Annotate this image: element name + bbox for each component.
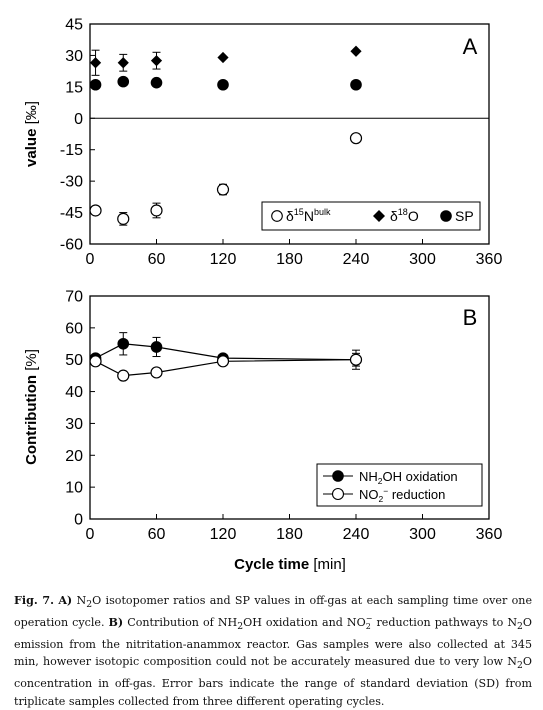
panel-a-x-tick-label: 240	[343, 251, 370, 268]
panel-a-x-tick-label: 360	[476, 251, 503, 268]
panel-a-x-tick-label: 120	[210, 251, 237, 268]
data-point-sp	[117, 75, 130, 88]
legend-label-d18o: δ18O	[390, 207, 419, 224]
caption-subscript: 2	[86, 599, 93, 611]
caption-part-a-text-2: O isotopomer ratios and SP values in off…	[14, 594, 533, 629]
panel-b-x-tick-label: 60	[148, 526, 166, 543]
legend-label-no2-reduction: NO2− reduction	[359, 486, 445, 504]
caption-subscript: 2	[517, 660, 523, 672]
caption-part-b-label: B)	[108, 615, 124, 629]
data-point-15nbulk	[150, 204, 163, 217]
caption-part-b-text-3: reduction pathways to N	[376, 615, 518, 629]
caption-part-b-text-1: Contribution of NH	[127, 615, 238, 629]
data-point-no2-reduction	[349, 353, 363, 366]
data-point-18o	[150, 55, 163, 67]
data-point-18o	[350, 45, 362, 57]
panel-a-x-axis: 0 60 120 180 240 300 360	[86, 239, 503, 268]
legend-label-sp: SP	[455, 208, 474, 224]
caption-no2-script: −2	[365, 613, 373, 631]
legend-marker-filled-circle	[332, 470, 344, 482]
data-point-nh2oh-oxidation	[150, 341, 163, 353]
data-point-sp	[150, 76, 163, 89]
panel-b-y-tick-label: 60	[65, 320, 83, 337]
panel-b-x-label: Cycle time [min]	[234, 556, 346, 573]
data-point-sp	[217, 78, 229, 91]
panel-b-y-tick-label: 20	[65, 448, 83, 465]
panel-a-x-tick-label: 300	[409, 251, 436, 268]
data-point-nh2oh-oxidation	[117, 337, 130, 350]
panel-b-x-tick-label: 300	[409, 526, 436, 543]
panel-a-chart: 45 30 15 0 -15 -30 -45 -60 0 60 120 180 240 300 360 A…	[23, 17, 502, 269]
caption-part-b-text-4: O emission from the nitritation-anammox …	[14, 615, 533, 669]
panel-b-x-tick-label: 180	[276, 526, 303, 543]
data-point-15nbulk	[216, 183, 230, 196]
panel-a-y-tick-label: -15	[60, 142, 83, 159]
panel-b-y-tick-label: 50	[65, 352, 83, 369]
panel-b-x-tick-label: 0	[86, 526, 95, 543]
panel-b-y-tick-label: 30	[65, 416, 83, 433]
legend-marker-diamond	[373, 210, 385, 222]
figure-caption: Fig. 7. A) N2O isotopomer ratios and SP …	[14, 592, 532, 710]
data-point-sp	[89, 78, 102, 91]
panel-b-x-tick-label: 120	[210, 526, 237, 543]
panel-a-y-tick-label: 15	[65, 79, 83, 96]
panel-b-y-tick-label: 0	[74, 512, 83, 529]
panel-b-letter: B	[463, 305, 478, 330]
caption-part-a-text-1: N	[76, 594, 87, 607]
data-point-18o	[89, 57, 102, 69]
data-point-no2-reduction	[117, 369, 130, 382]
panel-b-y-axis: 70 60 50 40 30 20 10 0	[65, 289, 95, 529]
legend-marker-filled-circle	[440, 210, 452, 222]
caption-subscript: 2	[517, 621, 523, 633]
panel-a-y-axis: 45 30 15 0 -15 -30 -45 -60	[60, 17, 95, 254]
legend-marker-open-circle	[271, 210, 283, 222]
data-point-no2-reduction	[89, 355, 102, 368]
panel-b-marks	[89, 332, 363, 382]
panel-a-x-tick-label: 60	[148, 251, 166, 268]
caption-figure-label: Fig. 7.	[14, 594, 54, 607]
data-point-15nbulk	[349, 132, 363, 145]
data-point-18o	[217, 51, 229, 64]
panel-a-y-tick-label: -30	[60, 174, 83, 191]
data-point-15nbulk	[117, 212, 130, 225]
panel-b-legend-box	[316, 463, 483, 507]
data-point-15nbulk	[89, 204, 102, 217]
legend-marker-open-circle	[331, 487, 345, 501]
panel-b-chart: 70 60 50 40 30 20 10 0 0 60 120 180 240 300 360 B Con…	[23, 289, 502, 574]
panel-a-x-tick-label: 0	[86, 251, 95, 268]
panel-a-x-tick-label: 180	[276, 251, 303, 268]
panel-a-letter: A	[463, 34, 478, 59]
panel-a-y-tick-label: 45	[65, 17, 83, 34]
data-point-no2-reduction	[216, 355, 230, 368]
panel-a-y-tick-label: -60	[60, 237, 83, 254]
panel-b-x-tick-label: 240	[343, 526, 370, 543]
panel-a-legend: δ15Nbulk δ18O SP	[261, 201, 481, 231]
panel-b-legend: NH2OH oxidation NO2− reduction	[316, 463, 483, 507]
panel-a-marks	[89, 45, 363, 226]
panel-b-y-tick-label: 10	[65, 480, 83, 497]
caption-part-a-label: A)	[58, 594, 73, 607]
panel-b-y-tick-label: 70	[65, 289, 83, 306]
data-point-no2-reduction	[150, 366, 163, 379]
data-point-sp	[350, 78, 362, 91]
panel-a-y-tick-label: 30	[65, 48, 83, 65]
panel-b-x-axis: 0 60 120 180 240 300 360	[86, 514, 503, 543]
caption-part-b-text-2: OH oxidation and NO	[243, 615, 366, 629]
panel-b-y-label: Contribution [%]	[23, 349, 40, 465]
panel-a-y-label: value [‰]	[23, 101, 40, 167]
panel-b-y-tick-label: 40	[65, 384, 83, 401]
caption-part-b-text-5: O concentration in off-gas. Error bars i…	[14, 655, 532, 708]
panel-b-x-tick-label: 360	[476, 526, 503, 543]
caption-subscript: 2	[365, 621, 371, 631]
legend-label-d15n-bulk: δ15Nbulk	[286, 207, 331, 224]
data-point-18o	[117, 57, 129, 69]
caption-subscript: 2	[237, 621, 244, 633]
caption-superscript: −	[365, 613, 373, 623]
panel-a-y-tick-label: -45	[60, 205, 83, 222]
legend-label-nh2oh-oxidation: NH2OH oxidation	[359, 469, 458, 486]
panel-a-y-tick-label: 0	[74, 111, 83, 128]
